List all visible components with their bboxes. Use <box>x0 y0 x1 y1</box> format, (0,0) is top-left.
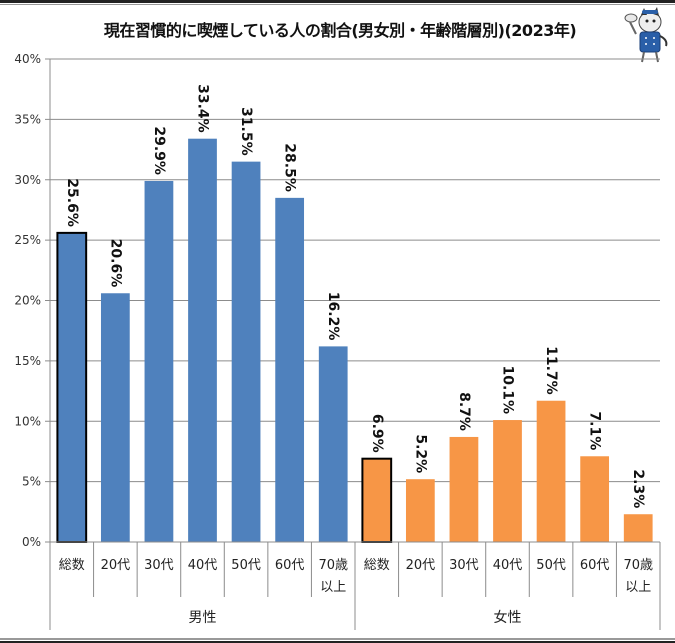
y-tick-label: 20% <box>14 294 41 308</box>
category-label: 20代 <box>406 558 436 573</box>
bar <box>100 293 130 542</box>
bar <box>405 479 435 542</box>
y-tick-label: 5% <box>22 475 41 489</box>
data-label: 2.3% <box>630 469 646 508</box>
bar-total <box>361 457 393 543</box>
frame-top-border <box>0 0 675 3</box>
data-label: 16.2% <box>325 292 341 341</box>
bar <box>493 420 522 542</box>
bar <box>188 138 217 542</box>
category-label: 30代 <box>449 558 479 573</box>
bar <box>623 514 653 542</box>
data-label: 8.7% <box>456 392 472 431</box>
mascot-cat-icon <box>624 7 668 63</box>
data-label: 5.2% <box>412 434 428 473</box>
category-label: 総数 <box>59 558 85 573</box>
category-label: 30代 <box>144 558 174 573</box>
y-tick-label: 40% <box>14 52 41 66</box>
data-label: 31.5% <box>238 107 254 156</box>
data-label: 6.9% <box>369 414 385 453</box>
frame-bottom-border <box>0 641 675 643</box>
data-label: 33.4% <box>195 84 211 133</box>
bar <box>580 456 610 542</box>
data-label: 29.9% <box>151 126 167 175</box>
category-label: 60代 <box>580 558 610 573</box>
bar <box>144 180 174 542</box>
data-label: 25.6% <box>64 178 80 227</box>
y-tick-label: 25% <box>14 233 41 247</box>
data-label: 7.1% <box>587 411 603 450</box>
group-label: 男性 <box>189 610 217 626</box>
data-label: 11.7% <box>543 346 559 395</box>
data-label: 10.1% <box>500 365 516 414</box>
category-label: 以上 <box>320 580 346 595</box>
bar-total <box>56 231 88 543</box>
frame-top-border-inner <box>0 4 675 5</box>
category-label: 40代 <box>188 558 218 573</box>
bar <box>231 161 261 542</box>
category-label: 総数 <box>364 558 390 573</box>
group-label: 女性 <box>494 609 522 626</box>
y-tick-label: 0% <box>22 535 41 549</box>
category-label: 20代 <box>101 558 131 573</box>
chart-title: 現在習慣的に喫煙している人の割合(男女別・年齢階層別)(2023年) <box>103 21 577 40</box>
bar <box>275 197 305 543</box>
category-label: 50代 <box>536 558 566 573</box>
category-label: 40代 <box>493 558 523 573</box>
category-label: 70歳 <box>318 558 348 573</box>
y-tick-label: 10% <box>14 414 41 428</box>
category-label: 以上 <box>625 580 651 595</box>
y-tick-label: 30% <box>14 173 41 187</box>
category-label: 60代 <box>275 558 305 573</box>
data-label: 28.5% <box>282 143 298 192</box>
y-tick-label: 15% <box>14 354 41 368</box>
bar <box>536 400 566 542</box>
data-label: 20.6% <box>107 239 123 288</box>
category-label: 70歳 <box>623 558 653 573</box>
y-tick-label: 35% <box>14 112 41 126</box>
bar <box>318 346 348 542</box>
category-label: 50代 <box>231 558 261 573</box>
bar <box>449 436 479 542</box>
frame-bottom-border-inner <box>0 638 675 640</box>
